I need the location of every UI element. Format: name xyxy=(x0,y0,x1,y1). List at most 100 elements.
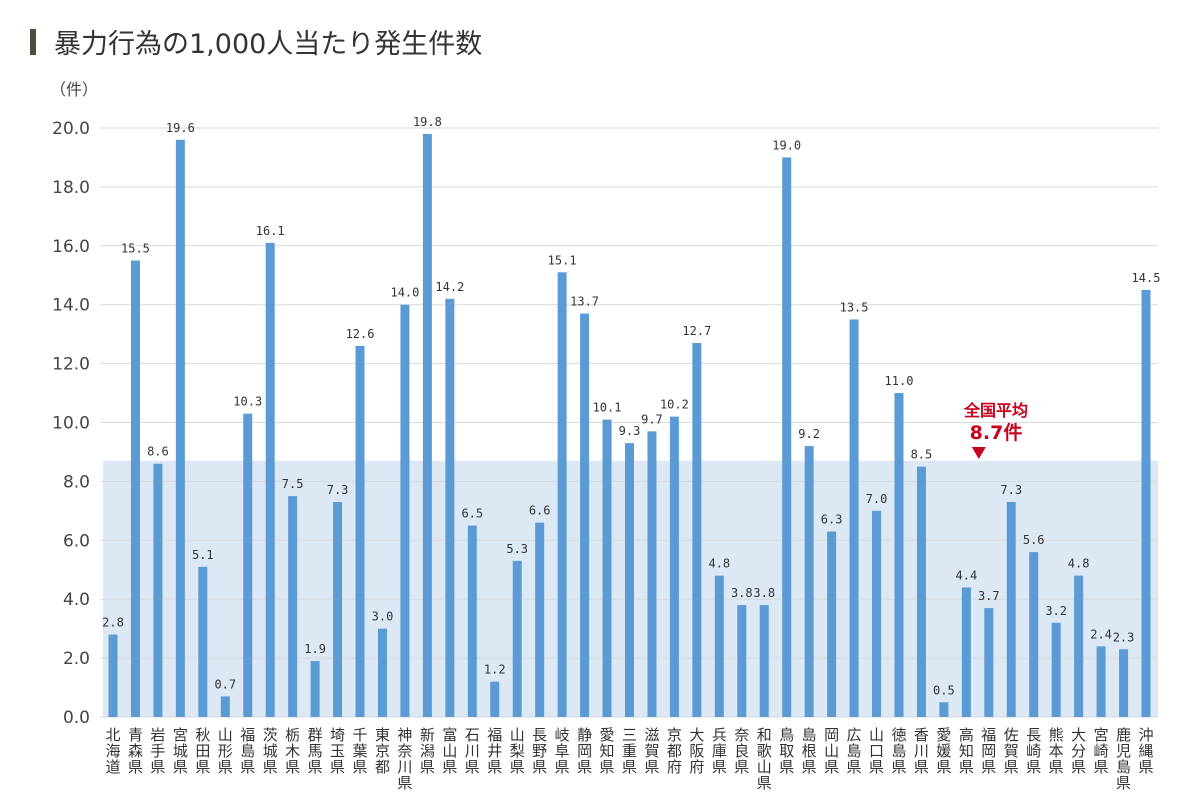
x-tick-label: 埼玉県 xyxy=(330,726,345,776)
bar xyxy=(669,416,679,717)
bar xyxy=(1074,575,1084,717)
bar xyxy=(1096,646,1106,717)
data-label: 7.5 xyxy=(282,477,304,491)
x-tick-label: 石川県 xyxy=(465,726,480,776)
average-annotation: 全国平均 8.7件 xyxy=(946,400,1046,444)
x-tick-label: 岐阜県 xyxy=(555,726,570,776)
data-label: 9.2 xyxy=(798,427,820,441)
x-tick-label: 熊本県 xyxy=(1049,726,1064,776)
x-tick-label: 福井県 xyxy=(487,726,502,776)
x-tick-label: 大分県 xyxy=(1071,726,1086,776)
x-tick-label: 和歌山県 xyxy=(757,726,772,792)
bar xyxy=(602,419,612,717)
data-label: 19.0 xyxy=(772,138,801,152)
bar xyxy=(490,681,500,717)
bar xyxy=(1029,552,1039,717)
bar xyxy=(445,298,455,717)
bar xyxy=(737,605,747,717)
data-label: 5.6 xyxy=(1023,533,1045,547)
x-tick-label: 兵庫県 xyxy=(712,726,727,776)
data-label: 2.4 xyxy=(1090,627,1112,641)
x-tick-label: 高知県 xyxy=(959,726,974,776)
data-label: 6.5 xyxy=(461,507,483,521)
bar xyxy=(647,431,657,717)
data-label: 14.0 xyxy=(390,286,419,300)
data-label: 3.0 xyxy=(372,610,394,624)
bar xyxy=(512,560,522,717)
data-label: 0.7 xyxy=(214,677,236,691)
data-label: 13.7 xyxy=(570,295,599,309)
bar xyxy=(894,393,904,717)
data-label: 2.3 xyxy=(1113,630,1135,644)
data-label: 10.1 xyxy=(593,401,622,415)
x-tick-label: 神奈川県 xyxy=(397,726,412,792)
data-label: 6.3 xyxy=(821,512,843,526)
data-label: 9.3 xyxy=(619,424,641,438)
x-tick-label: 北海道 xyxy=(105,726,120,776)
bar xyxy=(535,522,545,717)
average-value: 8.7件 xyxy=(969,422,1023,444)
bar xyxy=(130,260,140,717)
chart-title-text: 暴力行為の1,000人当たり発生件数 xyxy=(54,29,483,60)
data-label: 12.6 xyxy=(346,327,375,341)
data-label: 19.8 xyxy=(413,115,442,129)
y-axis-unit: （件） xyxy=(50,80,99,99)
bar xyxy=(759,605,769,717)
x-tick-label: 愛媛県 xyxy=(936,726,951,776)
data-label: 4.8 xyxy=(708,557,730,571)
data-label: 2.8 xyxy=(102,616,124,630)
bar xyxy=(961,587,971,717)
x-tick-label: 福岡県 xyxy=(981,726,996,776)
data-label: 13.5 xyxy=(840,300,869,314)
bar xyxy=(108,634,118,717)
data-label: 16.1 xyxy=(256,224,285,238)
x-tick-label: 徳島県 xyxy=(891,726,906,776)
x-tick-label: 栃木県 xyxy=(285,726,300,776)
average-marker-arrow xyxy=(971,447,986,459)
x-tick-label: 東京都 xyxy=(375,726,390,776)
bar xyxy=(625,443,634,717)
x-tick-label: 奈良県 xyxy=(734,726,749,776)
x-tick-label: 大阪府 xyxy=(689,726,704,776)
x-tick-label: 滋賀県 xyxy=(644,726,659,776)
y-tick-label: 18.0 xyxy=(52,178,90,198)
x-tick-label: 沖縄県 xyxy=(1138,726,1153,776)
data-label: 12.7 xyxy=(682,324,711,338)
data-label: 15.1 xyxy=(548,253,577,267)
x-tick-label: 鳥取県 xyxy=(779,726,794,776)
bar xyxy=(804,446,814,717)
bar xyxy=(467,525,477,717)
data-label: 6.6 xyxy=(529,504,551,518)
x-tick-label: 青森県 xyxy=(128,726,143,776)
average-label: 全国平均 xyxy=(963,401,1028,420)
y-tick-label: 6.0 xyxy=(63,531,90,551)
x-tick-label: 島根県 xyxy=(802,726,817,776)
bar xyxy=(827,531,837,717)
y-tick-label: 0.0 xyxy=(63,708,90,728)
data-label: 14.2 xyxy=(435,280,464,294)
y-tick-label: 4.0 xyxy=(63,590,90,610)
data-label: 3.7 xyxy=(978,589,1000,603)
data-label: 19.6 xyxy=(166,121,195,135)
bar xyxy=(849,319,859,717)
bar xyxy=(939,702,949,717)
x-tick-label: 富山県 xyxy=(442,726,457,776)
x-tick-label: 群馬県 xyxy=(308,726,323,776)
data-label: 9.7 xyxy=(641,412,663,426)
data-label: 3.8 xyxy=(753,586,775,600)
data-label: 3.2 xyxy=(1045,604,1067,618)
data-label: 10.2 xyxy=(660,398,689,412)
bar xyxy=(175,139,185,717)
data-label: 10.3 xyxy=(233,395,262,409)
y-tick-label: 16.0 xyxy=(52,237,90,257)
x-tick-label: 秋田県 xyxy=(195,726,210,776)
title-accent-bar xyxy=(30,28,36,55)
data-label: 8.5 xyxy=(911,448,933,462)
bar xyxy=(692,342,702,717)
bar xyxy=(872,510,882,717)
bar xyxy=(355,345,365,717)
y-tick-label: 12.0 xyxy=(52,355,90,375)
bar xyxy=(1119,649,1129,717)
x-tick-label: 福島県 xyxy=(240,726,255,776)
